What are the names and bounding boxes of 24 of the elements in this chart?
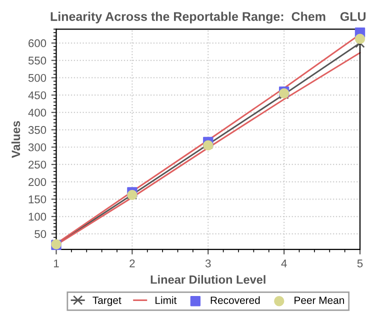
- y-tick-label: 150: [28, 195, 46, 204]
- y-tick-label: 600: [28, 39, 46, 48]
- y-tick-label: 500: [28, 74, 46, 82]
- y-tick-label: 350: [28, 126, 46, 134]
- y-tick-label: 100: [28, 212, 46, 221]
- legend-label: Recovered: [210, 296, 260, 304]
- y-tick-label: 450: [28, 91, 46, 100]
- y-tick-label: 250: [28, 160, 46, 169]
- y-tick-label: 50: [34, 230, 46, 238]
- y-tick-label: 200: [28, 178, 46, 186]
- x-tick-label: 4: [281, 260, 287, 268]
- legend-label: Limit: [156, 296, 177, 304]
- y-tick-label: 400: [28, 108, 46, 117]
- x-axis-title: Linear Dilution Level: [150, 275, 266, 284]
- y-tick-label: 550: [28, 56, 46, 65]
- chart-title: Linearity Across the Reportable Range: Chem GLU: [50, 12, 366, 24]
- legend-label: Peer Mean: [294, 296, 344, 304]
- x-tick-label: 2: [130, 259, 135, 268]
- y-axis-title: Values: [11, 121, 20, 158]
- legend-label: Target: [92, 296, 122, 306]
- x-tick-label: 3: [205, 259, 211, 268]
- x-tick-label: 1: [54, 260, 59, 268]
- y-tick-label: 300: [28, 143, 46, 152]
- x-tick-label: 5: [357, 260, 363, 268]
